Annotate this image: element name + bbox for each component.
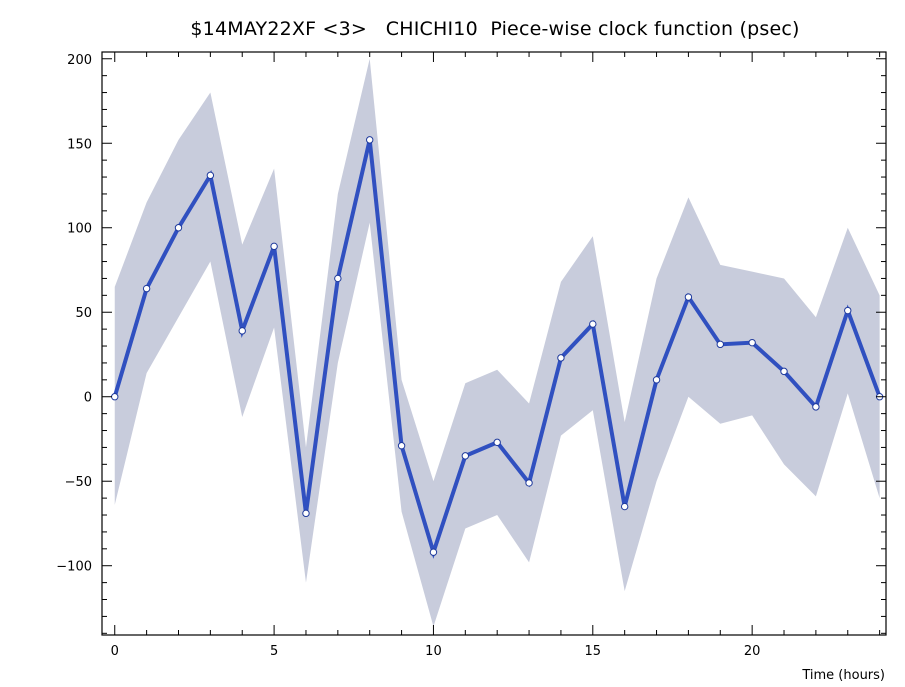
data-point [429,548,438,556]
data-point [334,274,342,283]
chart-title: $14MAY22XF <3> CHICHI10 Piece-wise clock… [190,18,800,40]
data-point [174,224,183,232]
data-point [589,320,597,328]
y-tick-label: 100 [67,222,92,237]
data-point [652,376,661,384]
data-point [142,284,151,293]
data-point [493,438,501,447]
y-tick-label: −100 [56,560,92,575]
data-point [620,502,629,511]
data-point [716,340,724,349]
data-point [748,338,756,347]
y-tick-label: −50 [65,475,92,490]
y-tick-label: 200 [67,53,92,68]
y-tick-label: 150 [67,137,92,152]
y-tick-label: 0 [84,391,92,406]
data-point [812,403,820,411]
x-tick-label: 15 [585,644,602,659]
x-tick-label: 5 [270,644,278,659]
data-point [525,479,533,487]
plot-frame [101,51,887,636]
y-tick-label: 50 [75,306,92,321]
data-point [270,242,278,251]
data-point [302,509,310,518]
x-axis-label: Time (hours) [801,668,885,683]
data-point [366,136,374,144]
data-point [557,354,565,362]
x-tick-label: 0 [111,644,119,659]
data-point [844,306,852,315]
data-point [684,293,693,301]
data-point [397,442,406,450]
data-point [780,367,788,376]
uncertainty-band [114,58,880,627]
data-point [461,452,470,460]
data-point [111,393,119,401]
data-point [238,327,246,335]
data-point [206,171,215,180]
x-tick-label: 20 [744,644,761,659]
x-tick-label: 10 [425,644,442,659]
